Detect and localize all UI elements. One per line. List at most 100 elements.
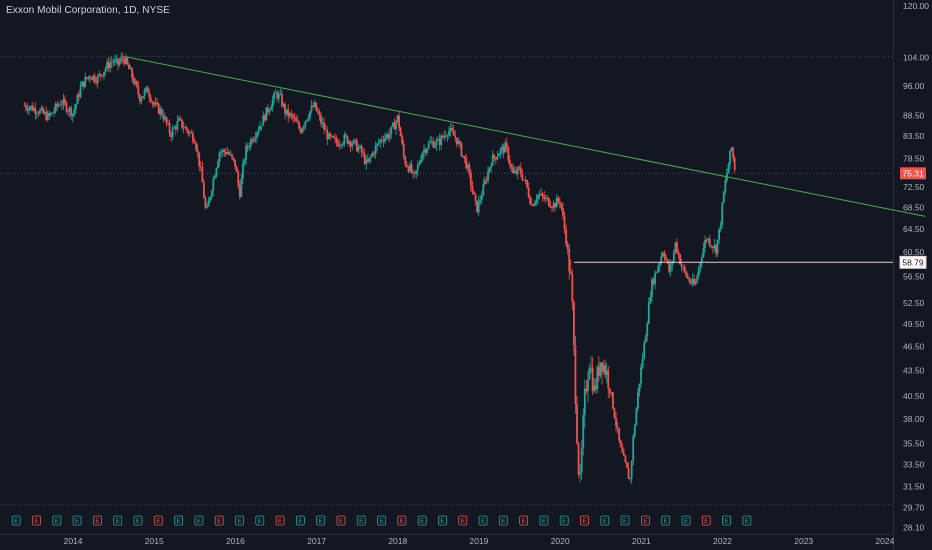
candle-body xyxy=(583,388,586,416)
candle-body xyxy=(184,127,187,129)
earnings-marker-icon[interactable] xyxy=(255,515,265,526)
candle-body xyxy=(374,145,377,155)
candle-body xyxy=(484,180,486,185)
earnings-marker-icon[interactable] xyxy=(174,515,184,526)
earnings-marker-icon[interactable] xyxy=(93,515,102,526)
earnings-marker-icon[interactable] xyxy=(722,515,731,526)
candle-body xyxy=(594,385,597,390)
candle-body xyxy=(660,256,663,263)
candle-body xyxy=(268,110,271,113)
candle-body xyxy=(290,113,293,115)
earnings-marker-icon[interactable] xyxy=(275,515,285,526)
earnings-marker-icon[interactable] xyxy=(113,515,123,526)
earnings-marker-icon[interactable] xyxy=(559,515,569,526)
earnings-marker-icon[interactable] xyxy=(336,515,346,526)
candle-body xyxy=(123,58,126,64)
candle-body xyxy=(273,92,276,100)
candle-body xyxy=(140,98,143,102)
candle-body xyxy=(370,156,372,158)
candle-body xyxy=(582,415,585,449)
earnings-marker-icon[interactable] xyxy=(377,515,386,526)
candle-body xyxy=(646,323,649,337)
candle-body xyxy=(632,436,635,462)
earnings-marker-icon[interactable] xyxy=(32,515,41,526)
candle-body xyxy=(190,132,193,134)
y-tick-label: 52.50 xyxy=(903,298,925,308)
candle-body xyxy=(557,198,560,202)
earnings-marker-icon[interactable] xyxy=(519,515,529,526)
candle-body xyxy=(552,203,555,208)
earnings-marker-icon[interactable] xyxy=(133,515,143,526)
earnings-marker-icon[interactable] xyxy=(600,515,610,526)
candle-body xyxy=(671,261,674,266)
candle-body xyxy=(512,167,514,173)
earnings-marker-icon[interactable] xyxy=(580,515,589,526)
earnings-marker-icon[interactable] xyxy=(194,515,204,526)
earnings-marker-icon[interactable] xyxy=(52,515,62,526)
candle-body xyxy=(307,117,310,120)
candle-body xyxy=(713,244,716,248)
x-tick-label: 2017 xyxy=(307,536,326,546)
candle-body xyxy=(327,133,330,140)
earnings-marker-label: E xyxy=(34,518,39,525)
earnings-marker-label: E xyxy=(156,518,161,525)
earnings-marker-icon[interactable] xyxy=(316,515,326,526)
candle-body xyxy=(188,132,191,134)
earnings-marker-label: E xyxy=(603,518,608,525)
earnings-marker-icon[interactable] xyxy=(620,515,630,526)
candle-body xyxy=(471,186,474,192)
candle-body xyxy=(181,119,183,128)
candle-body xyxy=(415,170,418,174)
earnings-marker-icon[interactable] xyxy=(214,515,224,526)
earnings-marker-icon[interactable] xyxy=(478,515,488,526)
candle-body xyxy=(118,61,121,65)
earnings-marker-icon[interactable] xyxy=(661,515,671,526)
candle-body xyxy=(376,143,379,146)
candle-body xyxy=(129,68,132,70)
earnings-marker-icon[interactable] xyxy=(701,515,711,526)
earnings-marker-icon[interactable] xyxy=(295,515,305,526)
candle-body xyxy=(393,122,396,130)
candle-body xyxy=(574,345,577,405)
candle-body xyxy=(526,179,528,188)
y-tick-label: 40.50 xyxy=(903,391,925,401)
descending-trendline[interactable] xyxy=(123,55,926,217)
candle-body xyxy=(707,238,710,241)
candle-body xyxy=(288,113,291,117)
earnings-marker-icon[interactable] xyxy=(397,515,407,526)
earnings-marker-icon[interactable] xyxy=(417,515,427,526)
earnings-marker-icon[interactable] xyxy=(498,515,508,526)
candle-body xyxy=(444,135,447,137)
earnings-marker-label: E xyxy=(278,518,283,525)
candle-body xyxy=(621,447,624,453)
earnings-marker-icon[interactable] xyxy=(458,515,468,526)
candle-body xyxy=(248,146,251,148)
candle-body xyxy=(62,99,65,105)
earnings-marker-icon[interactable] xyxy=(438,515,447,526)
candle-body xyxy=(341,143,344,146)
candle-body xyxy=(635,408,638,426)
earnings-marker-icon[interactable] xyxy=(640,515,650,526)
x-tick-label: 2019 xyxy=(470,536,489,546)
y-tick-label: 104.00 xyxy=(903,52,929,62)
earnings-marker-icon[interactable] xyxy=(153,515,163,526)
candle-body xyxy=(682,266,685,268)
candle-body xyxy=(254,137,257,140)
candle-body xyxy=(149,97,152,102)
earnings-marker-icon[interactable] xyxy=(539,515,549,526)
earnings-marker-icon[interactable] xyxy=(235,515,244,526)
earnings-marker-icon[interactable] xyxy=(681,515,691,526)
candle-body xyxy=(365,159,368,164)
earnings-marker-icon[interactable] xyxy=(11,515,21,526)
earnings-marker-icon[interactable] xyxy=(356,515,366,526)
candle-body xyxy=(724,180,727,192)
candle-body xyxy=(153,102,155,105)
earnings-marker-icon[interactable] xyxy=(742,515,752,526)
candle-body xyxy=(98,74,101,76)
earnings-marker-icon[interactable] xyxy=(72,515,82,526)
candle-body xyxy=(198,152,201,167)
candle-body xyxy=(533,202,536,206)
candle-body xyxy=(555,198,558,208)
